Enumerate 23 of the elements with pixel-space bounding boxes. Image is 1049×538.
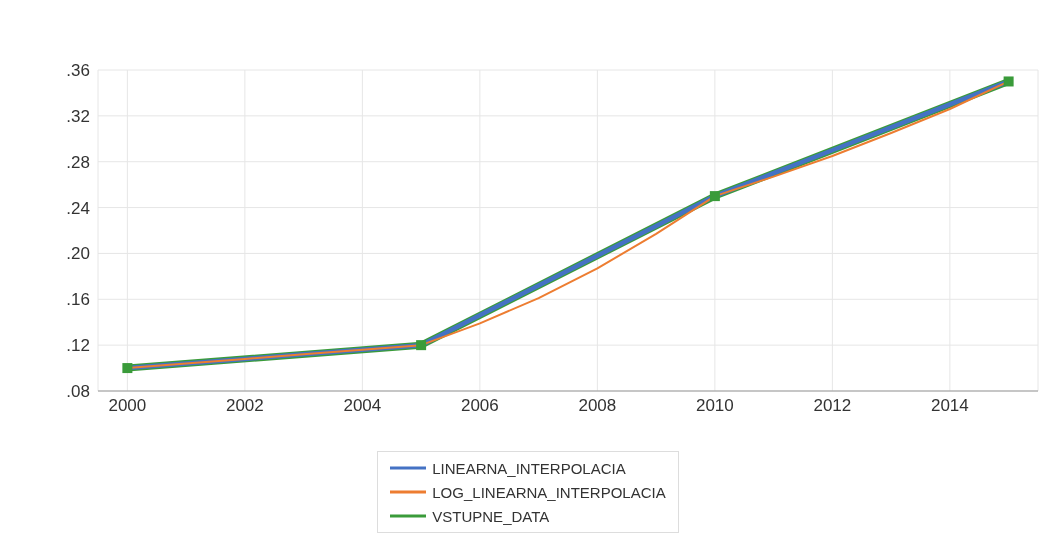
y-tick-label: .20: [66, 244, 90, 264]
x-tick-label: 2014: [930, 396, 969, 416]
point: [416, 340, 427, 351]
y-tick-label: .28: [66, 152, 90, 172]
point: [1003, 76, 1014, 87]
x-tick-label: 2002: [225, 396, 264, 416]
x-tick-label: 2012: [813, 396, 852, 416]
y-tick-label: .24: [66, 198, 90, 218]
x-tick-label: 2010: [695, 396, 734, 416]
point: [122, 363, 133, 374]
y-tick-label: .16: [66, 290, 90, 310]
y-tick-label: .36: [66, 61, 90, 81]
y-tick-label: .12: [66, 336, 90, 356]
legend-label: LINEARNA_INTERPOLACIA: [432, 459, 626, 477]
x-tick-label: 2000: [108, 396, 147, 416]
x-tick-label: 2004: [343, 396, 382, 416]
x-tick-label: 2006: [460, 396, 499, 416]
legend-label: VSTUPNE_DATA: [432, 507, 550, 525]
legend-label: LOG_LINEARNA_INTERPOLACIA: [432, 483, 666, 501]
y-tick-label: .08: [66, 382, 90, 402]
x-tick-label: 2008: [578, 396, 617, 416]
y-tick-label: .32: [66, 106, 90, 126]
point: [709, 191, 720, 202]
